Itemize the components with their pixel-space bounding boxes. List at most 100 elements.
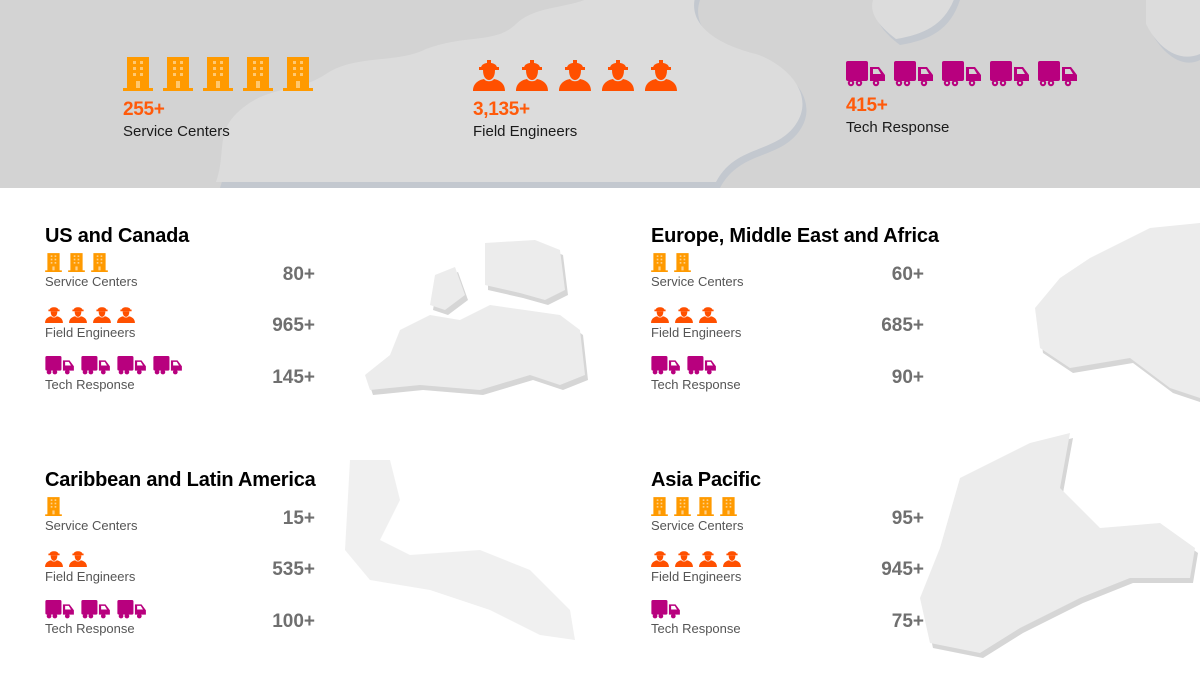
service-centers-icon-row	[45, 496, 62, 516]
truck-icon	[942, 61, 982, 87]
truck-icon	[990, 61, 1030, 87]
stat-value: 60+	[891, 264, 924, 285]
building-icon	[243, 55, 273, 91]
stat-field-engineers: Field Engineers 535+	[45, 547, 315, 597]
engineer-hardhat-icon	[69, 304, 87, 323]
stat-label: Tech Response	[45, 377, 135, 392]
engineer-hardhat-icon	[93, 304, 111, 323]
global-tech-response: 415+ Tech Response	[846, 55, 1078, 136]
region-emea: Europe, Middle East and Africa Service C…	[651, 224, 1200, 424]
tech-response-icon-row	[45, 355, 183, 375]
us-canada-map	[365, 240, 588, 395]
truck-icon	[45, 600, 75, 619]
service-centers-icon-row	[651, 252, 691, 272]
building-icon	[91, 252, 108, 272]
region-us-canada: US and Canada Service Centers 80+ Field …	[45, 224, 605, 424]
engineer-hardhat-icon	[675, 548, 693, 567]
global-service-centers: 255+ Service Centers	[123, 55, 313, 140]
engineer-hardhat-icon	[473, 57, 505, 91]
tech-response-icon-row	[846, 55, 1078, 87]
region-title: Caribbean and Latin America	[45, 469, 316, 491]
tech-response-icon-row	[651, 599, 681, 619]
region-title: US and Canada	[45, 225, 190, 247]
stat-field-engineers: Field Engineers 685+	[651, 303, 924, 353]
building-icon	[123, 55, 153, 91]
truck-icon	[45, 356, 75, 375]
field-engineers-icon-row	[45, 303, 135, 323]
stat-tech-response: Tech Response 145+	[45, 355, 315, 405]
truck-icon	[81, 600, 111, 619]
building-icon	[720, 496, 737, 516]
stat-value: 945+	[881, 559, 924, 580]
region-title: Asia Pacific	[651, 469, 761, 491]
global-field-engineers: 3,135+ Field Engineers	[473, 55, 677, 140]
asia-pacific-map	[920, 433, 1198, 658]
field-engineers-icon-row	[651, 303, 717, 323]
region-latin-america: Caribbean and Latin America Service Cent…	[45, 468, 605, 668]
stat-label: Service Centers	[651, 274, 744, 289]
tech-response-icon-row	[45, 599, 147, 619]
engineer-hardhat-icon	[69, 548, 87, 567]
stat-service-centers: Service Centers 15+	[45, 496, 315, 546]
engineer-hardhat-icon	[651, 304, 669, 323]
engineer-hardhat-icon	[559, 57, 591, 91]
global-tech-response-value: 415+	[846, 95, 888, 116]
truck-icon	[117, 356, 147, 375]
field-engineers-icon-row	[45, 547, 87, 567]
stat-service-centers: Service Centers 60+	[651, 252, 924, 302]
stat-field-engineers: Field Engineers 945+	[651, 547, 924, 597]
stat-value: 145+	[272, 367, 315, 388]
engineer-hardhat-icon	[699, 304, 717, 323]
stat-value: 90+	[891, 367, 924, 388]
stat-value: 965+	[272, 315, 315, 336]
engineer-hardhat-icon	[45, 304, 63, 323]
stat-value: 100+	[272, 611, 315, 632]
engineer-hardhat-icon	[675, 304, 693, 323]
field-engineers-icon-row	[473, 55, 677, 91]
stat-field-engineers: Field Engineers 965+	[45, 303, 315, 353]
stat-label: Service Centers	[45, 518, 138, 533]
stat-label: Service Centers	[45, 274, 138, 289]
latin-america-map	[345, 460, 575, 640]
stat-label: Tech Response	[45, 621, 135, 636]
stat-value: 685+	[881, 315, 924, 336]
truck-icon	[651, 356, 681, 375]
building-icon	[697, 496, 714, 516]
building-icon	[203, 55, 233, 91]
building-icon	[68, 252, 85, 272]
service-centers-icon-row	[123, 55, 313, 91]
truck-icon	[81, 356, 111, 375]
building-icon	[674, 252, 691, 272]
engineer-hardhat-icon	[651, 548, 669, 567]
stat-label: Field Engineers	[45, 325, 136, 340]
field-engineers-icon-row	[651, 547, 741, 567]
tech-response-icon-row	[651, 355, 717, 375]
building-icon	[45, 496, 62, 516]
stat-value: 75+	[891, 611, 924, 632]
emea-map	[1035, 223, 1200, 402]
stat-tech-response: Tech Response 90+	[651, 355, 924, 405]
building-icon	[651, 252, 668, 272]
stat-tech-response: Tech Response 75+	[651, 599, 924, 649]
engineer-hardhat-icon	[516, 57, 548, 91]
stat-value: 535+	[272, 559, 315, 580]
global-field-engineers-value: 3,135+	[473, 99, 530, 120]
engineer-hardhat-icon	[45, 548, 63, 567]
stat-label: Service Centers	[651, 518, 744, 533]
global-totals-band: 255+ Service Centers 3,135+ Field Engine…	[0, 0, 1200, 188]
stat-value: 95+	[891, 508, 924, 529]
truck-icon	[651, 600, 681, 619]
stat-value: 15+	[282, 508, 315, 529]
stat-value: 80+	[282, 264, 315, 285]
stat-label: Field Engineers	[651, 569, 742, 584]
stat-label: Field Engineers	[651, 325, 742, 340]
truck-icon	[846, 61, 886, 87]
service-centers-icon-row	[45, 252, 108, 272]
stat-label: Tech Response	[651, 377, 741, 392]
service-centers-icon-row	[651, 496, 737, 516]
building-icon	[651, 496, 668, 516]
stat-tech-response: Tech Response 100+	[45, 599, 315, 649]
truck-icon	[894, 61, 934, 87]
building-icon	[45, 252, 62, 272]
